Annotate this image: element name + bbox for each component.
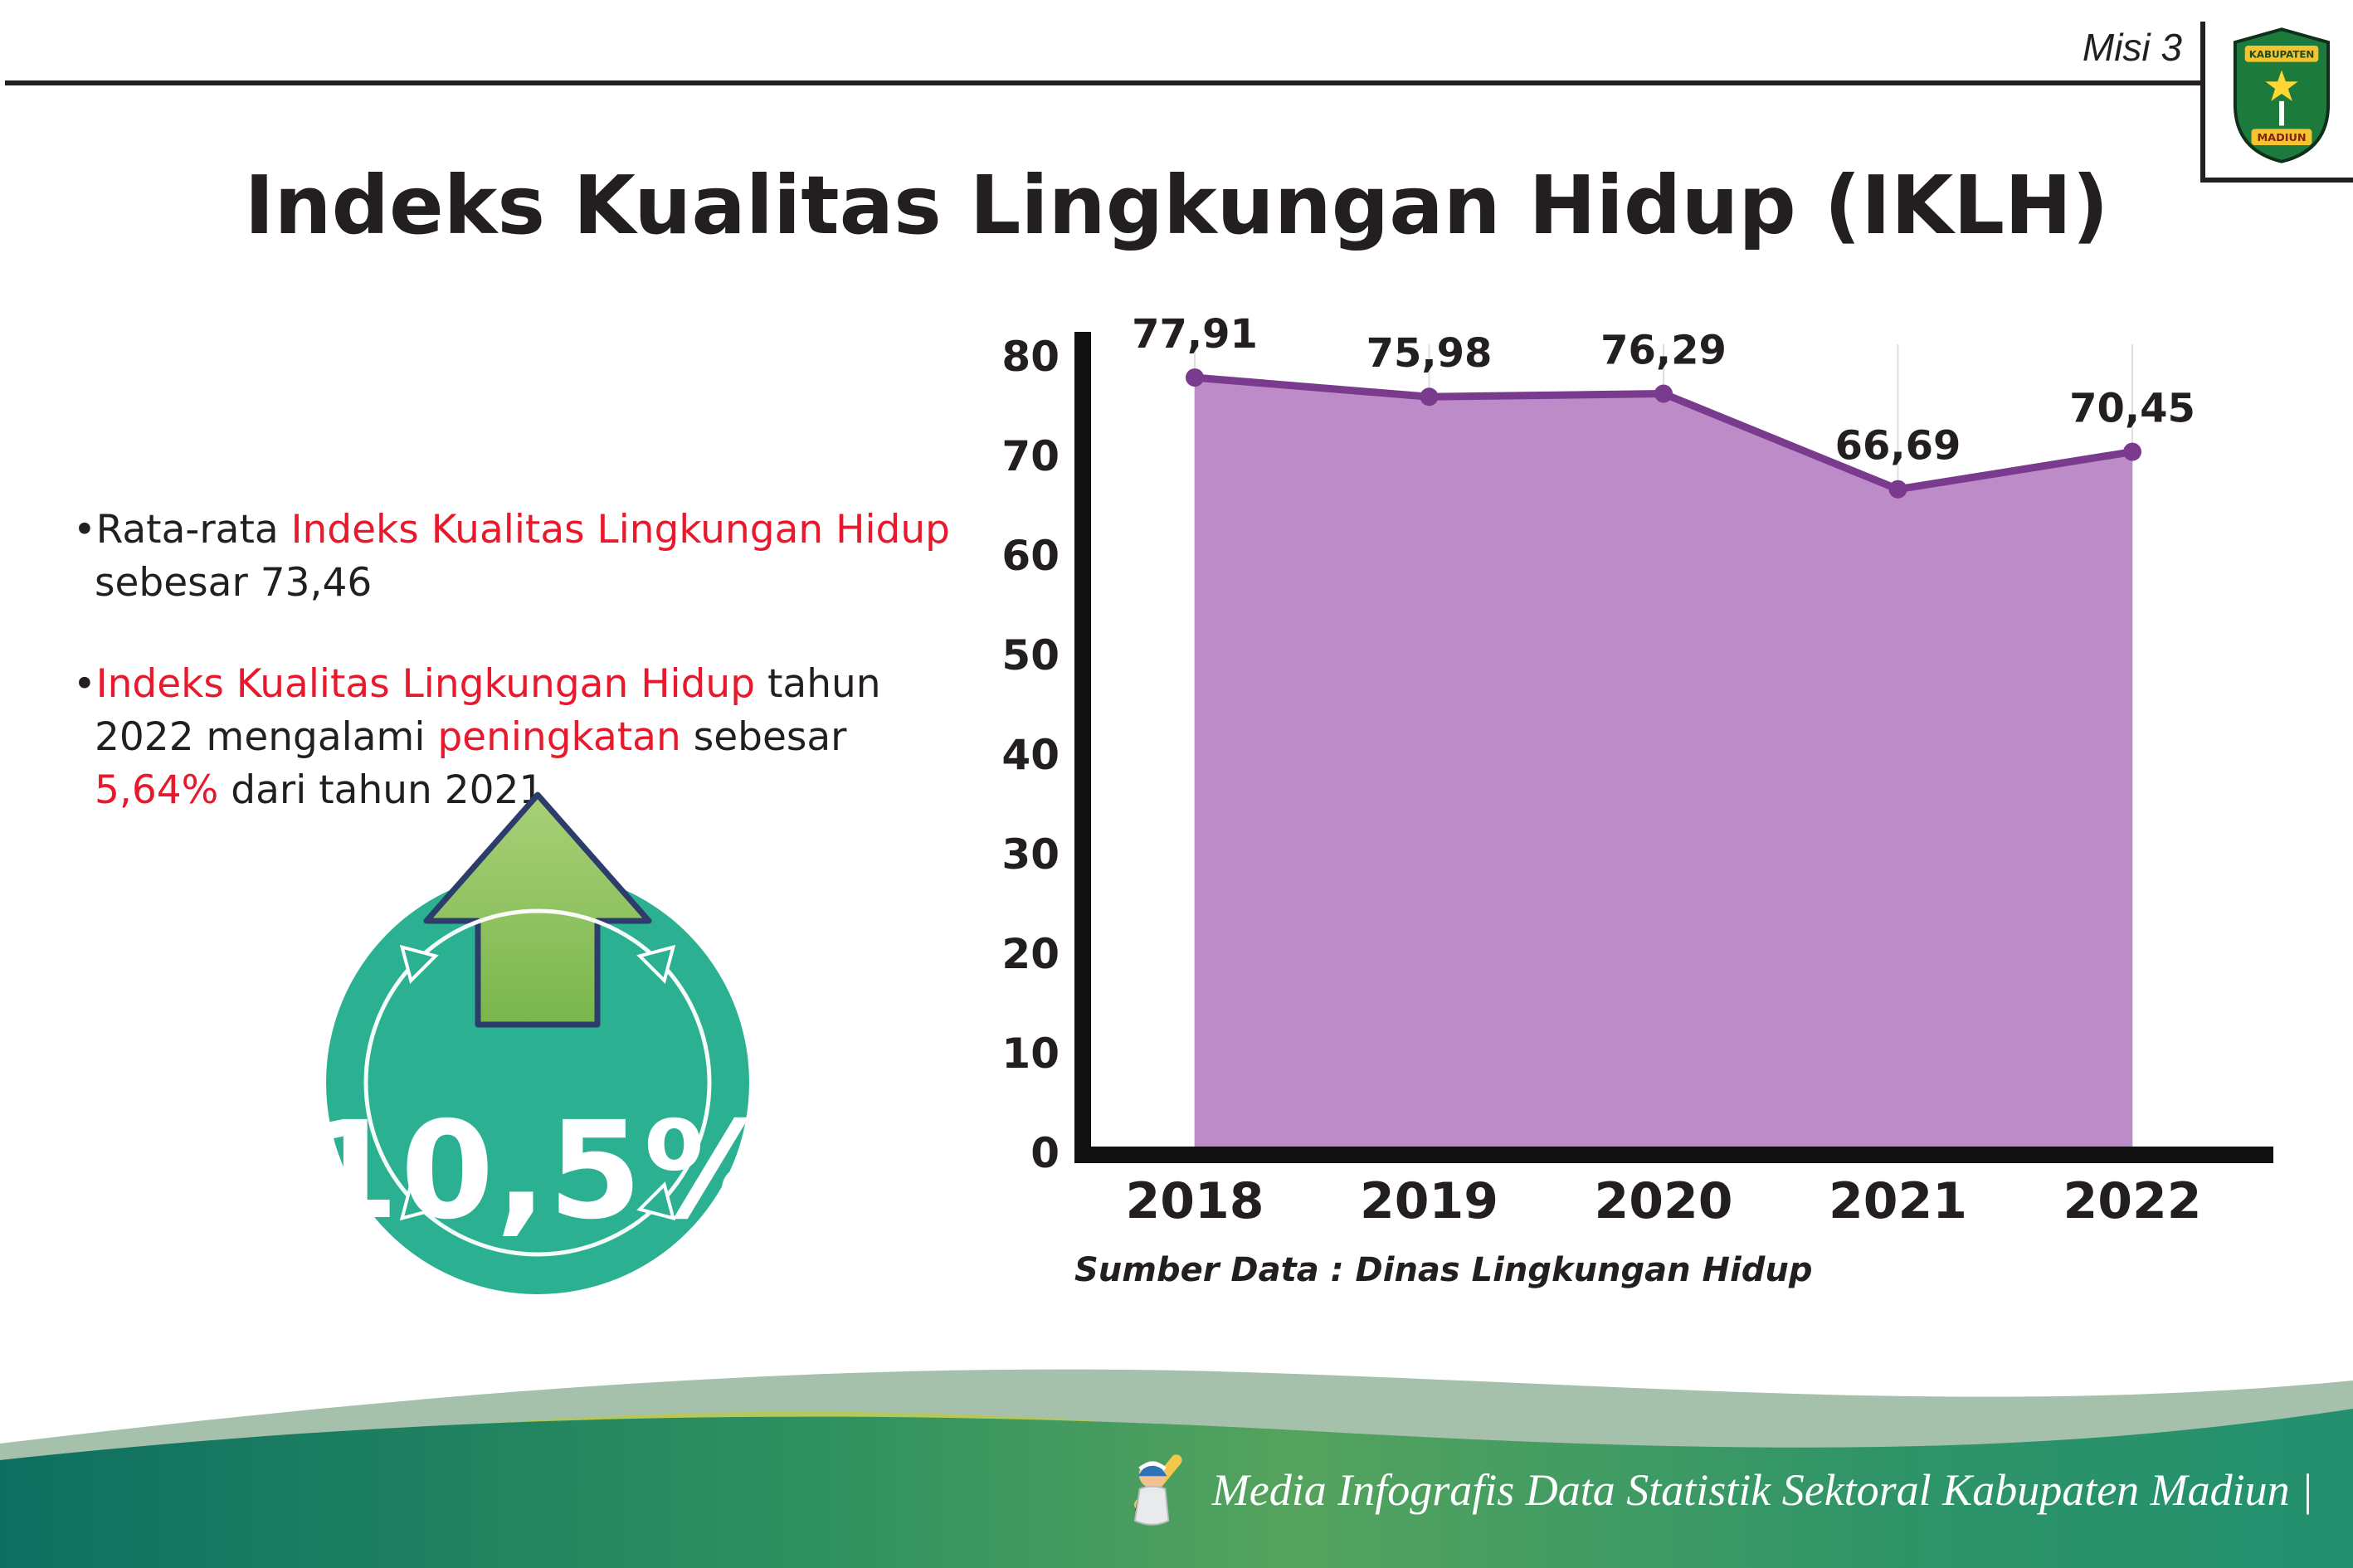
logo-frame-vertical <box>2200 22 2205 183</box>
badge-ring <box>363 908 712 1257</box>
logo-shield <box>2233 27 2331 163</box>
footer: Media Infografis Data Statistik Sektoral… <box>1114 1444 2313 1536</box>
data-point <box>1420 387 1439 407</box>
data-point <box>1186 368 1204 387</box>
data-point <box>2123 442 2141 461</box>
kabupaten-madiun-logo: KABUPATEN MADIUN <box>2233 27 2331 163</box>
y-tick-label: 50 <box>1001 631 1060 679</box>
bullet-marker: • <box>73 660 96 707</box>
logo-banner-bottom <box>2251 129 2312 146</box>
bullet2-text1: tahun 2022 mengalami <box>95 660 881 760</box>
bullet1-text2: sebesar 73,46 <box>95 559 373 606</box>
mascot-icon <box>1133 1454 1182 1526</box>
value-label: 77,91 <box>1132 311 1258 358</box>
bullet2-text2: sebesar <box>680 713 847 760</box>
bullet2-text3: dari tahun 2021 <box>218 767 544 813</box>
bullet-average: •Rata-rata Indeks Kualitas Lingkungan Hi… <box>73 504 957 610</box>
bullet-marker: • <box>73 507 96 553</box>
x-tick-label: 2018 <box>1126 1172 1264 1230</box>
logo-banner-top-text: KABUPATEN <box>2249 49 2315 61</box>
logo-emblem <box>2279 100 2284 126</box>
increase-badge <box>326 791 749 1294</box>
bullet1-highlight: Indeks Kualitas Lingkungan Hidup <box>290 507 950 553</box>
misi-label: Misi 3 <box>2082 26 2182 69</box>
badge-circle <box>326 871 749 1294</box>
value-label: 76,29 <box>1600 328 1727 374</box>
data-point <box>1654 384 1673 403</box>
bullet-list: •Rata-rata Indeks Kualitas Lingkungan Hi… <box>73 465 957 865</box>
value-label: 75,98 <box>1366 330 1493 377</box>
y-axis <box>1074 332 1091 1163</box>
increase-percentage: 10,5% <box>305 1093 781 1249</box>
logo-star <box>2265 70 2298 101</box>
y-tick-label: 20 <box>1001 930 1060 978</box>
badge-ring-triangles <box>399 944 676 1221</box>
footer-waves <box>0 1369 2353 1568</box>
x-tick-label: 2020 <box>1595 1172 1733 1230</box>
bullet2-highlight1: Indeks Kualitas Lingkungan Hidup <box>95 660 756 707</box>
logo-banner-bottom-text: MADIUN <box>2257 132 2306 144</box>
bullet1-text: Rata-rata <box>95 507 291 553</box>
data-point <box>1888 480 1907 499</box>
y-tick-label: 60 <box>1001 532 1060 580</box>
x-tick-label: 2022 <box>2063 1172 2202 1230</box>
y-tick-label: 80 <box>1001 333 1060 381</box>
footer-wave-main <box>0 1409 2353 1568</box>
x-tick-label: 2021 <box>1829 1172 1967 1230</box>
value-label: 70,45 <box>2069 386 2195 432</box>
bullet2-highlight2: peningkatan <box>437 713 681 760</box>
y-tick-label: 10 <box>1001 1030 1060 1078</box>
x-axis <box>1074 1147 2273 1163</box>
y-tick-label: 0 <box>1030 1129 1060 1177</box>
bullet-increase: •Indeks Kualitas Lingkungan Hidup tahun … <box>73 658 957 817</box>
logo-frame-horizontal <box>2200 178 2353 183</box>
source-note: Sumber Data : Dinas Lingkungan Hidup <box>1074 1251 1813 1289</box>
iklh-area-chart: 77,91 75,98 76,29 66,69 70,45 0 10 20 30 40 50 60 70… <box>1001 311 2273 1230</box>
y-tick-label: 30 <box>1001 830 1060 879</box>
y-tick-label: 70 <box>1001 432 1060 480</box>
x-tick-label: 2019 <box>1360 1172 1498 1230</box>
header-rule <box>5 80 2200 85</box>
bullet2-highlight3: 5,64% <box>95 767 219 813</box>
y-tick-label: 40 <box>1001 731 1060 779</box>
footer-caption: Media Infografis Data Statistik Sektoral… <box>1211 1465 2313 1515</box>
value-label: 66,69 <box>1835 423 1961 470</box>
area-fill <box>1195 377 2132 1147</box>
page-title: Indeks Kualitas Lingkungan Hidup (IKLH) <box>244 158 2109 252</box>
logo-banner-top <box>2244 45 2319 62</box>
